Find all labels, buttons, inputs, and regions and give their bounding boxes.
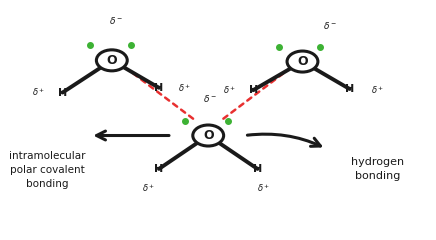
Text: intramolecular
polar covalent
bonding: intramolecular polar covalent bonding xyxy=(9,151,86,189)
Text: $\delta^-$: $\delta^-$ xyxy=(203,94,218,104)
Text: $\delta^+$: $\delta^+$ xyxy=(257,182,271,194)
Text: $\delta^+$: $\delta^+$ xyxy=(223,84,236,96)
Text: $\delta^-$: $\delta^-$ xyxy=(109,15,123,26)
Text: O: O xyxy=(297,55,308,68)
Ellipse shape xyxy=(287,51,318,72)
Text: $\delta^+$: $\delta^+$ xyxy=(371,84,384,96)
Text: H: H xyxy=(58,88,67,97)
Text: H: H xyxy=(154,83,164,93)
Text: $\delta^+$: $\delta^+$ xyxy=(32,87,46,98)
Text: H: H xyxy=(249,85,258,95)
Text: $\delta^+$: $\delta^+$ xyxy=(178,82,191,94)
Text: hydrogen
bonding: hydrogen bonding xyxy=(351,157,404,181)
Text: $\delta^+$: $\delta^+$ xyxy=(142,182,155,194)
Text: O: O xyxy=(106,54,117,67)
Text: H: H xyxy=(154,164,164,174)
Text: $\delta^-$: $\delta^-$ xyxy=(324,19,337,30)
Ellipse shape xyxy=(193,125,224,146)
Text: O: O xyxy=(203,129,214,142)
Text: H: H xyxy=(253,164,262,174)
Ellipse shape xyxy=(96,50,127,71)
Text: H: H xyxy=(345,84,354,94)
